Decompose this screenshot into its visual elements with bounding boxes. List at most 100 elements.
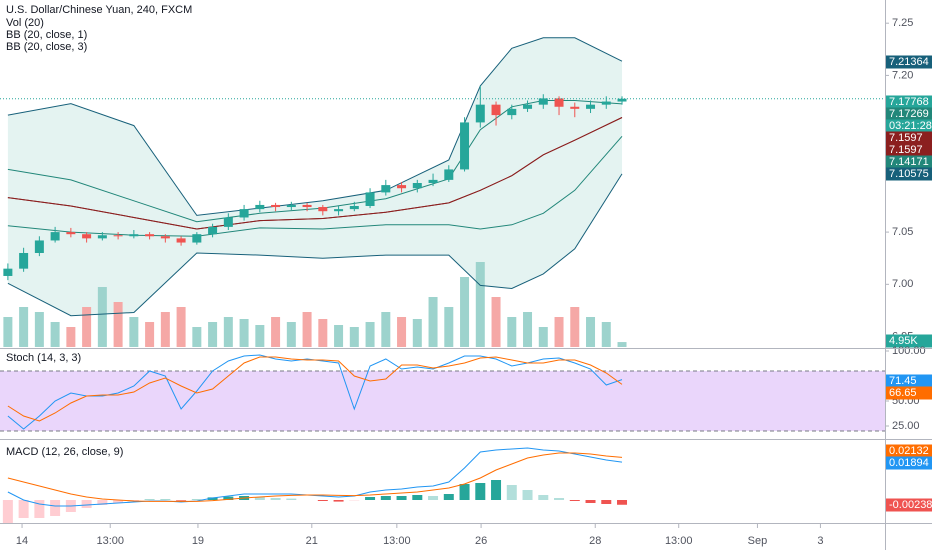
macd-line bbox=[7, 452, 623, 502]
candle-body bbox=[334, 209, 344, 212]
value-tag-text: 0.01894 bbox=[889, 457, 929, 469]
volume-bar bbox=[129, 317, 139, 347]
histogram-bar bbox=[601, 500, 612, 504]
volume-bar bbox=[3, 317, 13, 347]
candle-body bbox=[97, 235, 107, 239]
volume-bar bbox=[570, 307, 580, 347]
band-fill bbox=[7, 37, 623, 316]
candle-body bbox=[255, 204, 265, 210]
x-tick-label: 26 bbox=[475, 535, 487, 547]
histogram-bar bbox=[522, 490, 533, 500]
histogram-bar bbox=[333, 500, 344, 502]
volume-bar bbox=[286, 322, 296, 347]
volume-bar bbox=[160, 312, 170, 347]
value-tag bbox=[886, 386, 932, 400]
volume-bar bbox=[223, 317, 233, 347]
price-tag-text: 7.17768 bbox=[889, 96, 929, 108]
histogram-bar bbox=[475, 483, 486, 500]
x-tick-label: 13:00 bbox=[383, 535, 411, 547]
stoch-band bbox=[0, 371, 885, 431]
volume-bar bbox=[176, 307, 186, 347]
volume-bar bbox=[50, 322, 60, 347]
x-tick-label: 21 bbox=[306, 535, 318, 547]
candle-body bbox=[3, 268, 13, 276]
indicator-label: Stoch (14, 3, 3) bbox=[6, 352, 81, 364]
histogram-bar bbox=[18, 500, 29, 518]
candle-body bbox=[239, 209, 249, 218]
histogram-bar bbox=[2, 500, 13, 523]
volume-bar bbox=[617, 342, 627, 347]
x-tick-label: 3 bbox=[817, 535, 823, 547]
x-tick-label: Sep bbox=[748, 535, 768, 547]
volume-bar bbox=[82, 307, 92, 347]
candle-body bbox=[554, 98, 564, 107]
candle-body bbox=[129, 234, 139, 237]
price-tag-text: 7.1597 bbox=[889, 144, 923, 156]
volume-bar bbox=[586, 317, 596, 347]
volume-bar bbox=[34, 312, 44, 347]
volume-bar bbox=[444, 307, 454, 347]
volume-tag-text: 4.95K bbox=[889, 335, 918, 347]
volume-bar bbox=[271, 317, 281, 347]
price-tag bbox=[886, 131, 932, 145]
volume-bar bbox=[192, 327, 202, 347]
volume-bar bbox=[554, 317, 564, 347]
volume-bar bbox=[349, 327, 359, 347]
histogram-bar bbox=[34, 500, 45, 518]
volume-bar bbox=[318, 319, 328, 347]
candle-body bbox=[365, 192, 375, 206]
histogram-bar bbox=[113, 500, 124, 503]
histogram-bar bbox=[538, 495, 549, 500]
price-tag-text: 7.17269 bbox=[889, 108, 929, 120]
candle-body bbox=[286, 204, 296, 208]
candle-body bbox=[66, 232, 76, 235]
symbol-title: U.S. Dollar/Chinese Yuan, 240, FXCM bbox=[6, 4, 192, 16]
histogram-bar bbox=[443, 494, 454, 500]
candle-body bbox=[586, 104, 596, 109]
volume-bar bbox=[302, 312, 312, 347]
volume-bar bbox=[66, 327, 76, 347]
y-tick-label: 7.05 bbox=[892, 226, 913, 238]
y-tick-label: 7.25 bbox=[892, 17, 913, 29]
histogram-bar bbox=[365, 497, 376, 500]
value-tag bbox=[886, 444, 932, 458]
candle-body bbox=[302, 204, 312, 208]
candle-body bbox=[444, 169, 454, 180]
volume-bar bbox=[491, 297, 501, 347]
volume-bar bbox=[601, 322, 611, 347]
histogram-bar bbox=[412, 495, 423, 500]
candle-body bbox=[397, 185, 407, 189]
histogram-bar bbox=[396, 496, 407, 500]
histogram-bar bbox=[207, 497, 218, 500]
volume-bar bbox=[412, 319, 422, 347]
histogram-bar bbox=[569, 500, 580, 501]
candle-body bbox=[160, 236, 170, 239]
value-tag bbox=[886, 456, 932, 470]
histogram-bar bbox=[270, 498, 281, 500]
volume-bar bbox=[208, 322, 218, 347]
x-tick-label: 28 bbox=[589, 535, 601, 547]
candle-body bbox=[507, 108, 517, 116]
candle-body bbox=[475, 104, 485, 123]
x-tick-label: 13:00 bbox=[665, 535, 693, 547]
candle-body bbox=[50, 232, 60, 241]
value-tag bbox=[886, 374, 932, 388]
price-tag bbox=[886, 55, 932, 69]
indicator-label: Vol (20) bbox=[6, 17, 44, 29]
price-tag-text: 7.21364 bbox=[889, 56, 929, 68]
candle-body bbox=[523, 104, 533, 109]
candle-body bbox=[176, 238, 186, 243]
countdown-tag bbox=[886, 119, 932, 133]
value-tag bbox=[886, 498, 932, 512]
value-tag-text: -0.00238 bbox=[889, 499, 932, 511]
volume-bar bbox=[523, 312, 533, 347]
histogram-bar bbox=[491, 480, 502, 500]
candle-body bbox=[113, 235, 123, 237]
candle-body bbox=[82, 234, 92, 239]
candle-body bbox=[381, 185, 391, 193]
volume-bar bbox=[239, 319, 249, 347]
countdown-tag-text: 03:21:28 bbox=[889, 120, 932, 132]
y-tick-label: 7.00 bbox=[892, 278, 913, 290]
candle-body bbox=[318, 207, 328, 212]
candle-body bbox=[538, 98, 548, 105]
